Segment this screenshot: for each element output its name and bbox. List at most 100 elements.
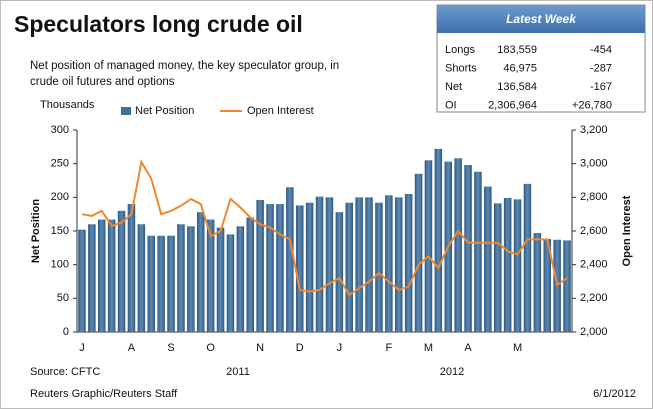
bar	[226, 234, 235, 332]
y-axis-label: Net Position	[30, 199, 42, 263]
bar	[177, 224, 185, 332]
bar	[117, 210, 126, 332]
y2-axis-label: Open Interest	[621, 195, 633, 266]
bar	[404, 193, 413, 332]
bar	[276, 204, 284, 332]
bar	[305, 202, 314, 332]
bar	[513, 199, 522, 332]
bar	[493, 203, 502, 332]
table-cell: -454	[590, 44, 612, 56]
bar	[266, 204, 274, 332]
y-tick-label: 300	[51, 124, 69, 136]
bar	[187, 226, 195, 332]
bar	[167, 235, 175, 332]
y-tick-label: 250	[51, 158, 69, 170]
bar	[78, 229, 86, 332]
bar	[196, 212, 205, 332]
x-tick-label: S	[167, 342, 174, 354]
bar	[523, 183, 532, 332]
bar	[394, 197, 403, 332]
legend-label: Open Interest	[247, 105, 314, 117]
source: Source: CFTC	[30, 366, 100, 378]
chart-title: Speculators long crude oil	[14, 11, 303, 37]
y2-tick-label: 2,800	[580, 191, 608, 203]
bar	[355, 197, 363, 332]
table-cell: -287	[590, 62, 612, 74]
y-tick-label: 50	[57, 292, 69, 304]
x-tick-label: D	[296, 342, 304, 354]
y-tick-label: 0	[63, 326, 69, 338]
bar	[484, 186, 492, 332]
table-title: Latest Week	[506, 12, 577, 26]
y-tick-label: 200	[51, 191, 69, 203]
y2-tick-label: 3,200	[580, 124, 608, 136]
x-tick-label: M	[513, 342, 522, 354]
x-tick-label: M	[424, 342, 433, 354]
bar	[286, 187, 294, 332]
bar	[385, 195, 393, 332]
bar	[137, 224, 146, 332]
bar	[474, 171, 482, 332]
bar	[127, 204, 136, 332]
subtitle: crude oil futures and options	[30, 76, 175, 88]
bar	[345, 202, 354, 332]
bar	[88, 224, 96, 332]
bar	[543, 239, 552, 332]
bar	[375, 202, 383, 332]
bar	[335, 212, 344, 332]
bar	[464, 165, 472, 332]
table-header	[437, 5, 645, 33]
y-tick-label: 100	[51, 259, 69, 271]
bar	[256, 200, 264, 332]
table-cell: 183,559	[497, 44, 537, 56]
bar	[315, 196, 324, 332]
table-cell: 136,584	[497, 81, 537, 93]
year-label: 2012	[440, 366, 464, 378]
y2-tick-label: 2,600	[580, 225, 608, 237]
bar	[206, 219, 215, 332]
y2-tick-label: 2,400	[580, 259, 608, 271]
y-unit: Thousands	[40, 99, 95, 111]
y2-tick-label: 2,200	[580, 292, 608, 304]
table-cell: Net	[445, 81, 462, 93]
bar	[424, 160, 433, 332]
x-tick-label: J	[79, 342, 85, 354]
legend-label: Net Position	[135, 105, 194, 117]
bar	[533, 233, 542, 332]
bar	[503, 198, 512, 332]
bar	[246, 217, 255, 332]
y2-tick-label: 2,000	[580, 326, 608, 338]
year-label: 2011	[226, 366, 250, 378]
credit: Reuters Graphic/Reuters Staff	[30, 388, 178, 400]
x-tick-label: F	[385, 342, 392, 354]
bar	[434, 148, 443, 332]
bar	[295, 205, 304, 332]
legend-swatch	[121, 107, 131, 115]
table-cell: Shorts	[445, 62, 477, 74]
subtitle: Net position of managed money, the key s…	[30, 60, 339, 72]
table-cell: 46,975	[503, 62, 537, 74]
table-cell: -167	[590, 81, 612, 93]
bar	[325, 197, 334, 332]
bar	[454, 158, 462, 332]
bar	[236, 226, 245, 332]
line	[81, 159, 568, 297]
bar	[365, 197, 373, 332]
x-tick-label: A	[464, 342, 472, 354]
table-cell: +26,780	[572, 99, 612, 111]
table-cell: Longs	[445, 44, 475, 56]
y2-tick-label: 3,000	[580, 158, 608, 170]
bar	[97, 219, 106, 332]
x-tick-label: J	[337, 342, 343, 354]
x-tick-label: A	[128, 342, 136, 354]
x-tick-label: N	[256, 342, 264, 354]
bar	[147, 235, 156, 332]
date: 6/1/2012	[593, 388, 636, 400]
bar	[157, 235, 165, 332]
bar	[563, 240, 571, 332]
table-cell: OI	[445, 99, 457, 111]
bar	[107, 219, 116, 332]
bar	[414, 173, 423, 332]
table-cell: 2,306,964	[488, 99, 537, 111]
